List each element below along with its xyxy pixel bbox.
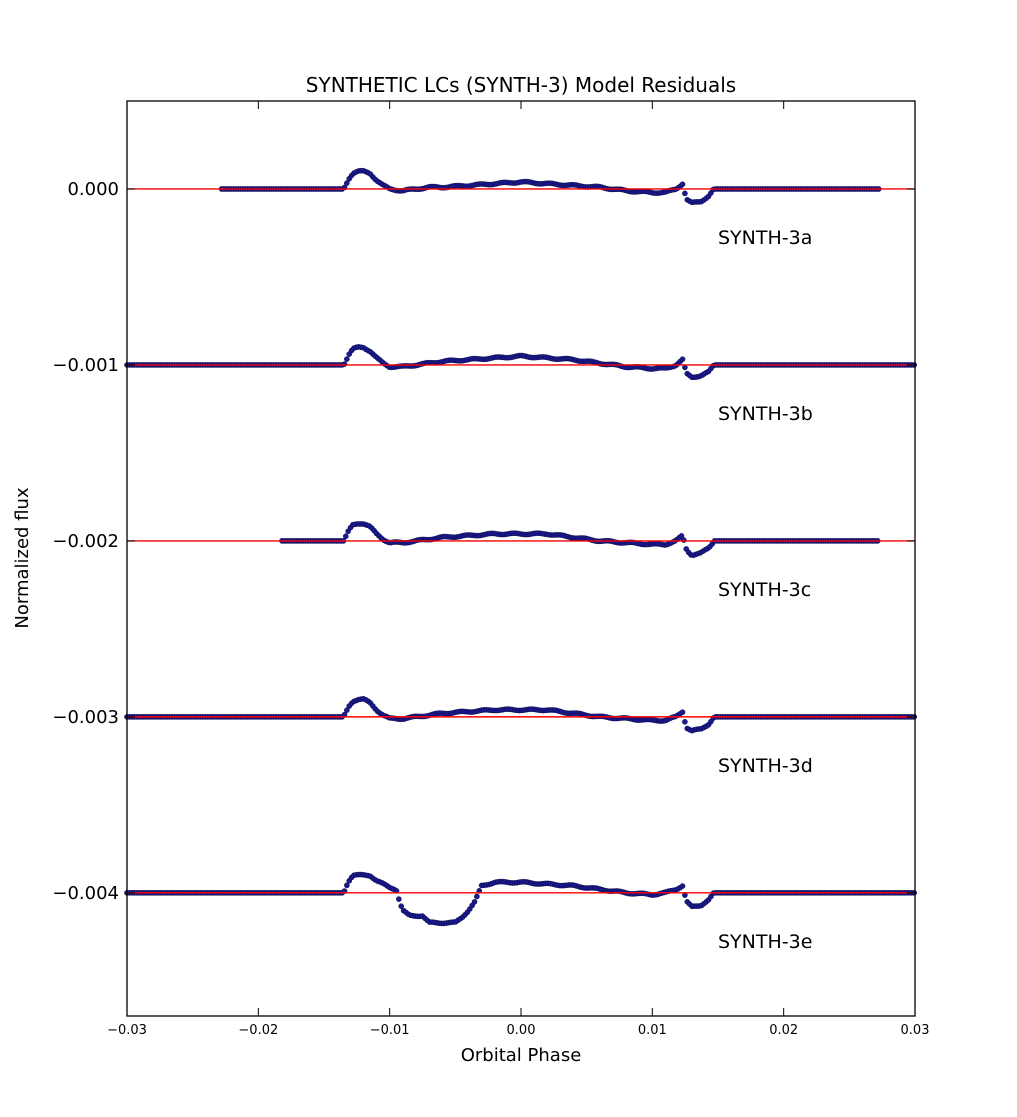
- data-point: [682, 190, 688, 197]
- series-label: SYNTH-3b: [718, 403, 813, 425]
- y-tick-label: −0.003: [52, 707, 119, 728]
- x-tick-label: 0.00: [507, 1023, 536, 1038]
- x-tick-label: 0.01: [638, 1023, 667, 1038]
- series-label: SYNTH-3d: [718, 755, 813, 777]
- series-synth-3e: SYNTH-3e: [124, 871, 918, 953]
- x-tick-label: 0.02: [769, 1023, 798, 1038]
- data-point: [471, 899, 478, 905]
- series-synth-3d: SYNTH-3d: [124, 695, 918, 777]
- chart-title: SYNTHETIC LCs (SYNTH-3) Model Residuals: [306, 73, 736, 97]
- data-point: [344, 356, 350, 362]
- data-point: [682, 718, 688, 725]
- data-point: [341, 361, 348, 367]
- plot-area: SYNTH-3a SYNTH-3b SYNTH-3c SYNTH-3d SYNTH-3e: [124, 167, 918, 953]
- data-point: [344, 707, 350, 714]
- data-point: [678, 533, 685, 539]
- data-point: [344, 882, 350, 889]
- x-tick-label: −0.02: [238, 1023, 278, 1038]
- data-point: [342, 533, 349, 540]
- series-label: SYNTH-3e: [718, 931, 812, 953]
- x-axis-label: Orbital Phase: [461, 1045, 582, 1066]
- y-tick-label: −0.002: [52, 531, 119, 552]
- data-point: [679, 181, 686, 188]
- axis-ticks: 0.000 −0.001 −0.002 −0.003 −0.004 −0.03 −0.02 −…: [52, 101, 929, 1038]
- series-synth-3c: SYNTH-3c: [127, 521, 915, 601]
- data-point: [681, 537, 687, 543]
- y-tick-label: 0.000: [67, 179, 119, 200]
- data-point: [474, 893, 480, 900]
- data-point: [344, 180, 350, 186]
- series-synth-3b: SYNTH-3b: [124, 344, 918, 425]
- series-label: SYNTH-3c: [718, 579, 811, 601]
- y-tick-label: −0.001: [52, 355, 119, 376]
- series-synth-3a: SYNTH-3a: [127, 167, 915, 249]
- data-point: [398, 903, 405, 909]
- series-label: SYNTH-3a: [718, 227, 812, 249]
- data-point: [679, 356, 686, 362]
- data-point: [679, 883, 686, 889]
- y-axis-label: Normalized flux: [12, 487, 33, 629]
- x-tick-label: −0.01: [370, 1023, 410, 1038]
- x-tick-label: 0.03: [901, 1023, 930, 1038]
- x-tick-label: −0.03: [107, 1023, 147, 1038]
- y-tick-label: −0.004: [52, 883, 119, 904]
- data-point: [679, 709, 686, 715]
- data-point: [396, 896, 402, 902]
